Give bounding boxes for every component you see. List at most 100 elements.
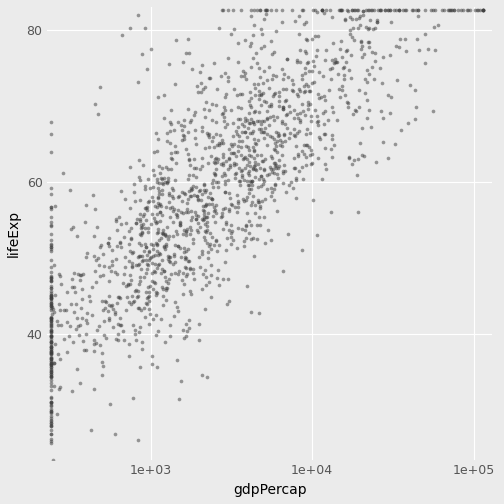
Point [388, 93, 396, 101]
Point [280, 131, 288, 139]
Point [214, 155, 222, 163]
Point [111, 430, 119, 438]
Point [255, 64, 263, 72]
Point [241, 226, 249, 234]
Point [187, 207, 195, 215]
Point [46, 218, 54, 226]
Point [250, 136, 258, 144]
Point [201, 144, 209, 152]
Point [154, 193, 162, 201]
Point [387, 6, 395, 14]
Point [404, 119, 412, 127]
Point [160, 243, 168, 251]
Point [192, 134, 200, 142]
Point [273, 113, 281, 121]
Point [83, 320, 91, 328]
Point [237, 143, 245, 151]
Point [46, 302, 54, 310]
Point [219, 150, 227, 158]
Point [420, 6, 428, 14]
Point [262, 6, 270, 14]
Point [300, 142, 308, 150]
Point [201, 202, 209, 210]
Point [204, 247, 212, 256]
Point [142, 216, 150, 224]
Point [238, 120, 246, 128]
Point [219, 6, 227, 14]
Point [292, 174, 300, 182]
Point [144, 198, 152, 206]
Point [219, 225, 227, 233]
Point [150, 171, 158, 179]
Point [288, 80, 296, 88]
Point [100, 331, 108, 339]
Point [159, 301, 167, 309]
Point [187, 184, 195, 192]
Point [241, 117, 249, 125]
Point [138, 223, 146, 231]
Point [279, 179, 287, 187]
Point [166, 118, 174, 126]
Point [131, 187, 139, 196]
Point [96, 341, 104, 349]
Point [269, 92, 277, 100]
Point [222, 157, 230, 165]
Point [205, 241, 213, 249]
Point [46, 190, 54, 198]
Point [153, 210, 161, 218]
Point [355, 86, 363, 94]
Point [130, 321, 138, 329]
Point [237, 151, 245, 159]
Point [108, 246, 116, 255]
Point [303, 58, 311, 67]
Point [46, 322, 54, 330]
Point [56, 272, 65, 280]
Point [300, 150, 308, 158]
Point [128, 292, 136, 300]
Point [411, 86, 419, 94]
Point [307, 35, 316, 43]
Point [348, 6, 356, 14]
Point [137, 241, 145, 249]
Point [185, 257, 194, 265]
Point [190, 164, 198, 172]
Point [306, 129, 314, 137]
Point [114, 293, 122, 301]
Point [263, 114, 271, 122]
Point [46, 284, 54, 292]
Point [93, 223, 101, 231]
Point [399, 6, 407, 14]
Point [440, 6, 448, 14]
Point [57, 321, 65, 329]
Point [160, 178, 168, 186]
Point [282, 85, 290, 93]
Point [172, 227, 180, 235]
Point [46, 282, 54, 290]
Point [395, 6, 403, 14]
Point [46, 343, 54, 351]
Point [300, 82, 308, 90]
Point [46, 386, 54, 394]
Point [415, 46, 423, 54]
Point [198, 190, 206, 198]
Point [411, 115, 419, 123]
Point [175, 192, 183, 200]
Point [67, 225, 75, 233]
Point [171, 241, 179, 249]
Point [305, 67, 313, 75]
Point [270, 48, 278, 56]
Point [184, 48, 193, 56]
Point [138, 228, 146, 236]
Point [128, 262, 136, 270]
Point [149, 166, 157, 174]
Point [46, 349, 54, 357]
Point [215, 24, 223, 32]
Point [336, 45, 344, 53]
Point [220, 103, 228, 111]
Point [46, 319, 54, 327]
Point [268, 154, 276, 162]
Point [54, 350, 62, 358]
Point [152, 291, 160, 299]
Point [93, 326, 101, 334]
Point [46, 359, 54, 367]
